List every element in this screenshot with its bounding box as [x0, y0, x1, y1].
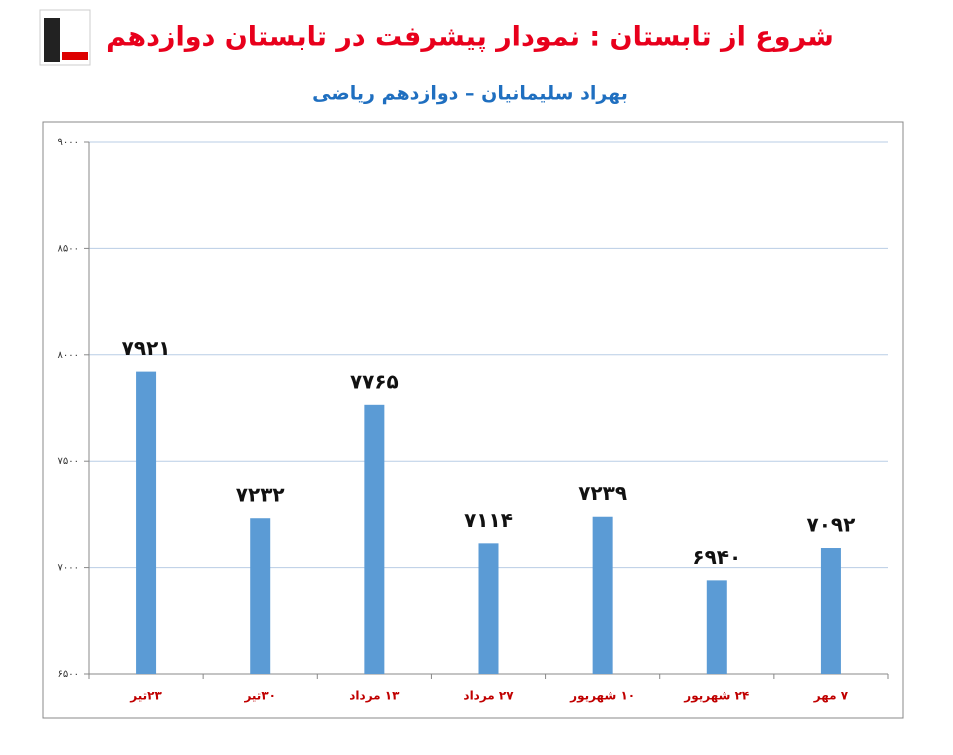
- plot-frame: [42, 121, 904, 719]
- x-tick-label: ۲۳تیر: [129, 689, 162, 703]
- data-label: ۷۱۱۴: [464, 508, 513, 532]
- data-label: ۷۰۹۲: [807, 513, 856, 537]
- bar: [478, 543, 499, 674]
- x-tick-label: ۱۳ مرداد: [349, 689, 400, 703]
- y-tick-label: ۸۵۰۰: [58, 243, 79, 254]
- y-tick-label: ۷۰۰۰: [58, 563, 79, 574]
- logo-figure: [44, 18, 60, 62]
- bar: [364, 404, 385, 674]
- data-label: ۷۲۳۹: [578, 481, 627, 505]
- x-tick-label: ۲۷ مرداد: [463, 689, 514, 703]
- y-tick-label: ۸۰۰۰: [58, 350, 79, 361]
- x-tick-label: ۲۴ شهریور: [683, 689, 749, 704]
- x-tick-label: ۳۰تیر: [243, 689, 276, 703]
- y-tick-label: ۹۰۰۰: [58, 137, 79, 148]
- bar: [820, 548, 841, 674]
- y-tick-label: ۷۵۰۰: [58, 456, 79, 467]
- logo: [39, 9, 91, 66]
- data-label: ۶۹۴۰: [692, 545, 741, 569]
- bar: [136, 371, 157, 674]
- x-tick-label: ۷ مهر: [813, 689, 849, 703]
- bar: [250, 518, 271, 674]
- bar: [592, 516, 613, 674]
- x-tick-label: ۱۰ شهریور: [569, 689, 635, 704]
- chart-subtitle: بهراد سلیمانیان – دوازدهم ریاضی: [312, 83, 628, 105]
- chart-title: شروع از تابستان : نمودار پیشرفت در تابست…: [106, 22, 834, 53]
- data-label: ۷۹۲۱: [122, 336, 171, 360]
- data-label: ۷۷۶۵: [350, 369, 399, 393]
- logo-band: [62, 52, 88, 60]
- bar: [706, 580, 727, 674]
- data-label: ۷۲۳۲: [236, 483, 285, 507]
- y-tick-label: ۶۵۰۰: [58, 669, 79, 680]
